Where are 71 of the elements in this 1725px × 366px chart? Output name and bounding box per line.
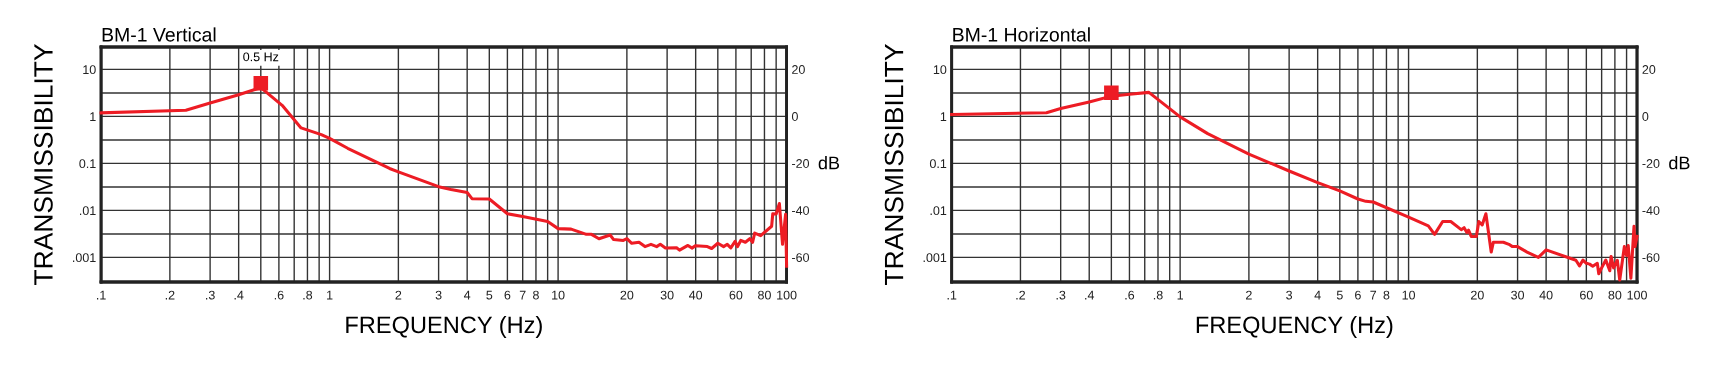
chart-title: BM-1 Horizontal xyxy=(953,27,1090,42)
x-tick-label: .2 xyxy=(1016,290,1026,300)
y2-tick-label: -20 xyxy=(792,159,810,168)
x-axis-title: FREQUENCY (Hz) xyxy=(1196,315,1393,338)
y-tick-label: 0.1 xyxy=(79,159,96,169)
x-tick-label: .1 xyxy=(97,290,106,300)
x-tick-label: 4 xyxy=(1314,290,1321,300)
x-tick-label: 4 xyxy=(463,290,471,300)
y-axis-title: TRANSMISSIBILITY xyxy=(884,44,904,285)
y-tick-label: .01 xyxy=(930,206,947,216)
x-tick-label: 40 xyxy=(689,290,703,300)
y2-tick-label: -40 xyxy=(1642,206,1660,215)
y2-tick-label: -40 xyxy=(792,206,810,215)
y-tick-label: .001 xyxy=(73,253,96,263)
y-tick-label: 0.1 xyxy=(929,159,947,169)
y-tick-label: 1 xyxy=(90,112,96,121)
y-axis-title: TRANSMISSIBILITY xyxy=(34,44,53,285)
x-tick-label: .8 xyxy=(1153,290,1163,300)
x-tick-label: 80 xyxy=(758,290,771,300)
y-tick-label: 10 xyxy=(933,65,947,75)
x-tick-label: 5 xyxy=(486,290,493,300)
y-tick-label: 1 xyxy=(940,112,947,121)
y2-tick-label: -20 xyxy=(1642,159,1660,168)
x-tick-label: 20 xyxy=(1471,290,1484,300)
y2-tick-label: 20 xyxy=(792,65,805,74)
x-tick-label: 10 xyxy=(552,290,565,300)
y2-tick-label: 0 xyxy=(1642,112,1649,121)
annotation: 0.5 Hz xyxy=(243,52,279,62)
x-tick-label: 6 xyxy=(504,290,511,300)
x-tick-label: 30 xyxy=(1511,290,1525,300)
y2-tick-label: 20 xyxy=(1642,65,1656,74)
y-tick-label: .01 xyxy=(79,206,96,216)
x-tick-label: 60 xyxy=(729,290,743,300)
x-tick-label: 8 xyxy=(1383,290,1390,300)
x-tick-label: 20 xyxy=(620,290,634,300)
x-tick-label: .1 xyxy=(947,290,957,300)
x-tick-label: 3 xyxy=(1286,290,1293,300)
x-tick-label: 1 xyxy=(327,290,333,300)
y2-tick-label: -60 xyxy=(1642,253,1660,262)
y2-axis-title: dB xyxy=(1669,156,1690,170)
x-tick-label: 60 xyxy=(1580,290,1593,300)
x-tick-label: 100 xyxy=(777,290,797,300)
x-tick-label: 3 xyxy=(435,290,442,300)
x-tick-label: 80 xyxy=(1608,290,1622,300)
x-tick-label: 10 xyxy=(1402,290,1416,300)
x-tick-label: 2 xyxy=(1246,290,1252,300)
x-tick-label: 100 xyxy=(1627,290,1647,300)
y-tick-label: 10 xyxy=(83,65,96,75)
x-tick-label: 7 xyxy=(1370,290,1377,300)
y2-tick-label: -60 xyxy=(792,253,810,262)
y2-axis-title: dB xyxy=(818,156,840,170)
x-tick-label: .3 xyxy=(206,290,215,300)
y2-tick-label: 0 xyxy=(791,112,798,121)
x-tick-label: .3 xyxy=(1056,290,1066,300)
x-axis-title: FREQUENCY (Hz) xyxy=(346,315,542,338)
x-tick-label: .8 xyxy=(303,290,313,300)
x-tick-label: 6 xyxy=(1355,290,1361,300)
x-tick-label: 30 xyxy=(660,290,674,300)
x-tick-label: 7 xyxy=(519,290,526,300)
x-tick-label: .6 xyxy=(274,290,284,300)
x-tick-label: .2 xyxy=(165,290,175,300)
chart-title: BM-1 Vertical xyxy=(102,27,216,42)
x-tick-label: .6 xyxy=(1125,290,1135,300)
x-tick-label: 5 xyxy=(1336,290,1343,300)
x-tick-label: 8 xyxy=(533,290,539,300)
x-tick-label: .4 xyxy=(234,290,244,300)
x-tick-label: 1 xyxy=(1177,290,1183,300)
x-tick-label: 40 xyxy=(1539,290,1553,300)
x-tick-label: .4 xyxy=(1085,290,1095,300)
y-tick-label: .001 xyxy=(923,253,947,263)
x-tick-label: 2 xyxy=(395,290,402,300)
